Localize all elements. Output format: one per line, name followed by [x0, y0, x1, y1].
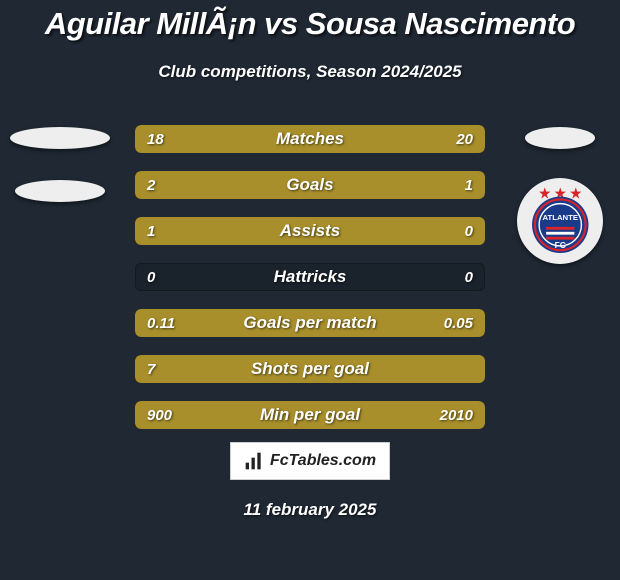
stat-label: Goals per match: [135, 309, 485, 337]
stat-label: Matches: [135, 125, 485, 153]
left-player-badge-1: [10, 127, 110, 149]
stat-label: Hattricks: [135, 263, 485, 291]
stat-row-hattricks: 00Hattricks: [135, 263, 485, 291]
right-player-badge-1: [525, 127, 595, 149]
stat-label: Goals: [135, 171, 485, 199]
svg-text:ATLANTE: ATLANTE: [542, 213, 578, 222]
footer-date: 11 february 2025: [0, 500, 620, 520]
club-logo-icon: ATLANTE FC: [525, 186, 596, 257]
stat-row-shots-per-goal: 7Shots per goal: [135, 355, 485, 383]
page-subtitle: Club competitions, Season 2024/2025: [0, 62, 620, 82]
page-title: Aguilar MillÃ¡n vs Sousa Nascimento: [0, 6, 620, 42]
stat-row-goals-per-match: 0.110.05Goals per match: [135, 309, 485, 337]
right-club-badge: ATLANTE FC: [517, 178, 603, 264]
footer-logo-text: FcTables.com: [270, 452, 376, 470]
stats-comparison: 1820Matches 21Goals 10Assists 00Hattricks 0.…: [135, 125, 485, 447]
stat-label: Min per goal: [135, 401, 485, 429]
stat-row-min-per-goal: 9002010Min per goal: [135, 401, 485, 429]
stat-label: Assists: [135, 217, 485, 245]
stat-row-goals: 21Goals: [135, 171, 485, 199]
svg-text:FC: FC: [554, 240, 565, 250]
stat-row-matches: 1820Matches: [135, 125, 485, 153]
stat-row-assists: 10Assists: [135, 217, 485, 245]
bar-chart-icon: [244, 451, 264, 471]
stat-label: Shots per goal: [135, 355, 485, 383]
fctables-logo: FcTables.com: [230, 442, 390, 480]
left-player-badge-2: [15, 180, 105, 202]
